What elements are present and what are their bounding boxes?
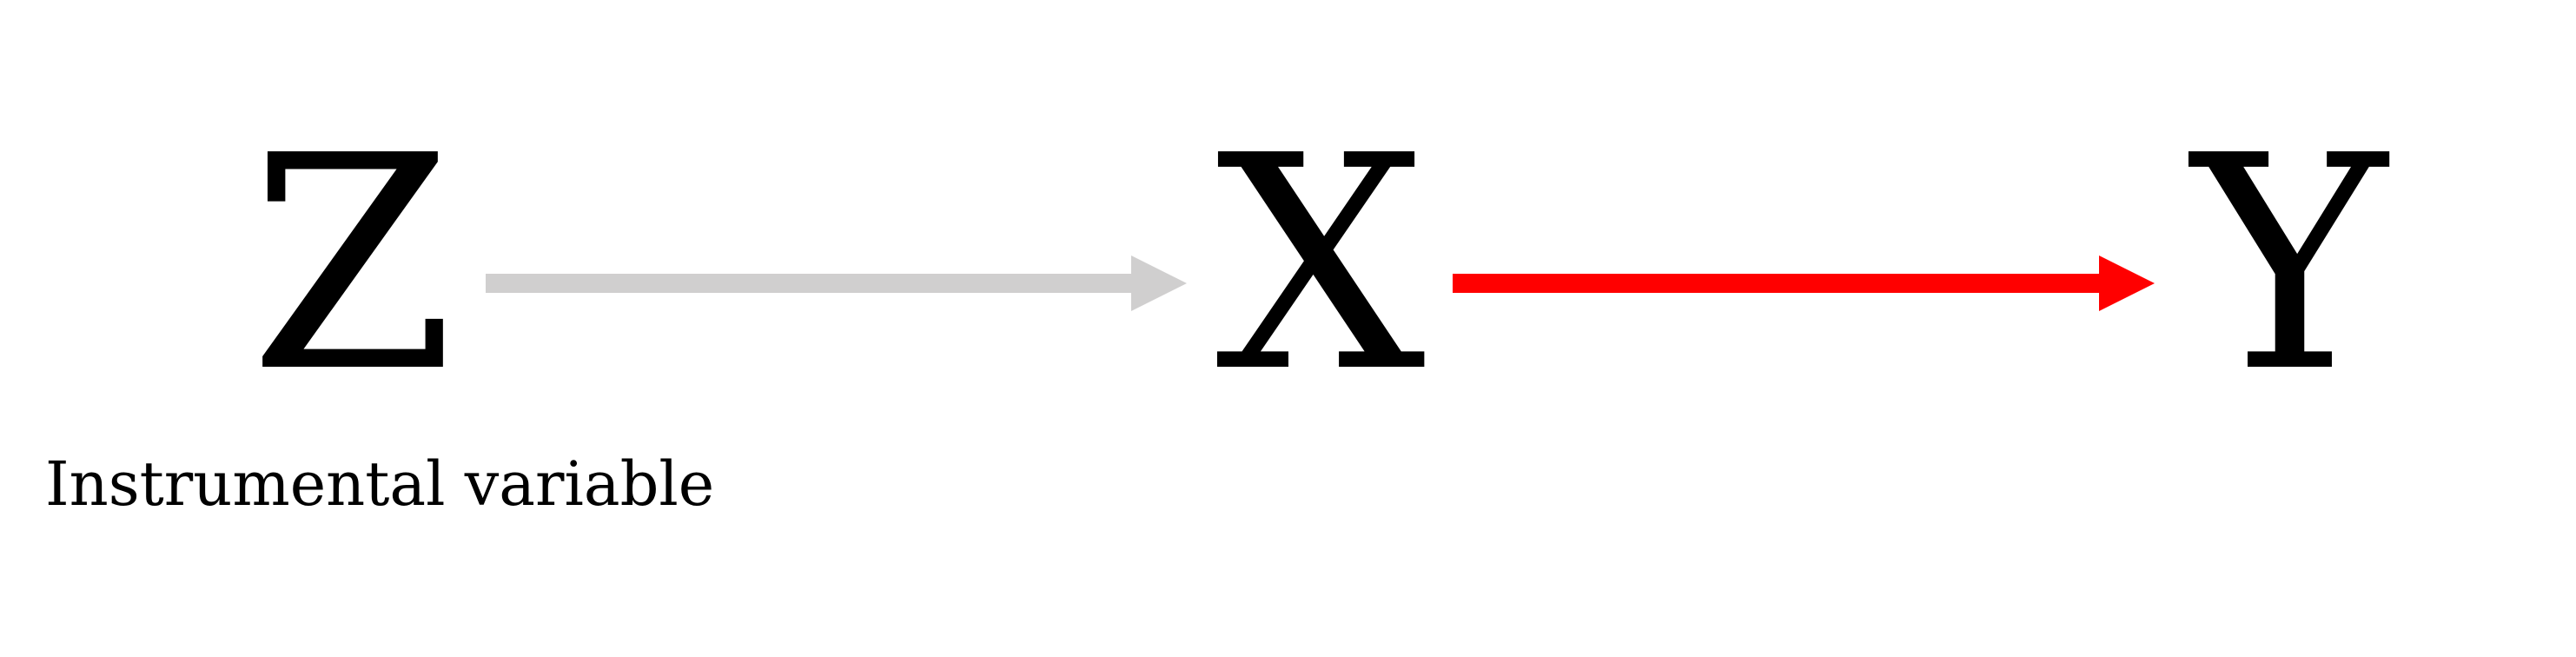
- node-y-label: Y: [2191, 93, 2387, 437]
- arrow-x-to-y-head: [2099, 256, 2155, 311]
- node-x-label: X: [1215, 93, 1427, 437]
- node-z-label: Z: [248, 93, 455, 437]
- instrumental-variable-caption: Instrumental variable: [45, 448, 715, 520]
- arrow-z-to-x-head: [1131, 256, 1187, 311]
- arrow-z-to-x-shaft: [486, 274, 1133, 293]
- arrow-z-to-x: [486, 256, 1187, 311]
- arrow-x-to-y-shaft: [1453, 274, 2101, 293]
- arrow-x-to-y: [1453, 256, 2155, 311]
